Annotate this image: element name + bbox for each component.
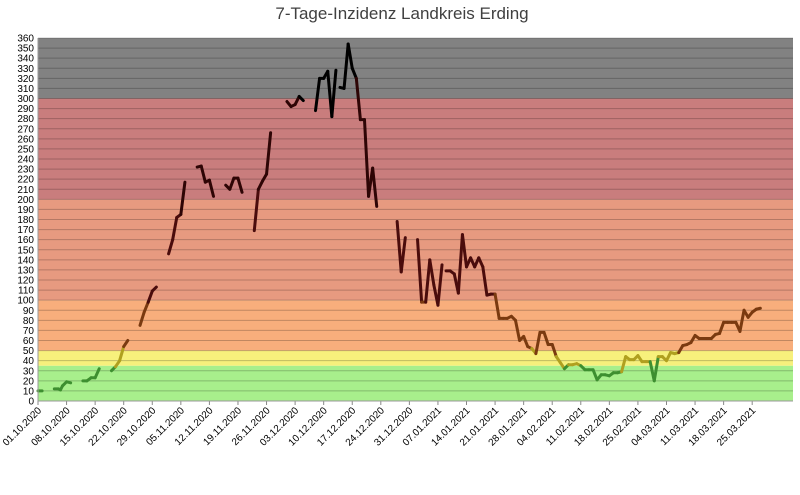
- y-tick-label: 210: [17, 185, 34, 196]
- series-segment: [424, 258, 432, 304]
- y-tick-label: 260: [17, 134, 34, 145]
- y-tick-label: 250: [17, 144, 34, 155]
- series-segment: [362, 118, 371, 198]
- y-tick-label: 300: [17, 94, 34, 105]
- series-segment: [179, 180, 187, 216]
- series-segment: [122, 339, 130, 349]
- y-tick-label: 90: [23, 306, 35, 317]
- y-axis-ticks: 0102030405060708090100110120130140150160…: [17, 34, 34, 408]
- y-tick-label: 290: [17, 104, 34, 115]
- series-segment: [754, 306, 762, 311]
- series-segment: [167, 238, 175, 256]
- series-segment: [171, 215, 179, 242]
- series-segment: [118, 345, 126, 363]
- y-tick-label: 150: [17, 245, 34, 256]
- series-segment: [207, 178, 215, 198]
- y-tick-label: 100: [17, 296, 34, 307]
- y-tick-label: 110: [18, 286, 34, 297]
- band-3: [38, 199, 793, 301]
- series-segment: [93, 367, 101, 380]
- y-tick-label: 360: [17, 34, 34, 45]
- series-segment: [477, 256, 485, 269]
- y-tick-label: 320: [17, 74, 34, 85]
- y-tick-label: 240: [17, 155, 34, 166]
- series-segment: [456, 233, 464, 295]
- series-segment: [146, 289, 154, 304]
- y-tick-label: 40: [23, 356, 35, 367]
- series-segment: [550, 343, 558, 359]
- series-segment: [342, 42, 350, 90]
- y-tick-label: 180: [17, 215, 34, 226]
- series-segment: [436, 263, 444, 307]
- y-tick-label: 160: [17, 235, 34, 246]
- series-segment: [150, 285, 158, 293]
- series-segment: [652, 355, 660, 383]
- series-segment: [395, 220, 403, 274]
- band-4: [38, 98, 793, 200]
- series-segment: [354, 76, 362, 122]
- y-tick-label: 340: [17, 54, 34, 65]
- series-segment: [542, 330, 550, 347]
- band-5: [38, 38, 793, 99]
- series-segment: [138, 310, 146, 327]
- y-tick-label: 170: [17, 225, 34, 236]
- series-segment: [481, 265, 489, 297]
- series-segment: [252, 187, 260, 233]
- y-tick-label: 120: [17, 276, 34, 287]
- y-tick-label: 280: [17, 114, 34, 125]
- x-axis-ticks: 01.10.202008.10.202015.10.202022.10.2020…: [1, 401, 759, 449]
- series-segment: [65, 380, 73, 385]
- y-tick-label: 200: [17, 195, 34, 206]
- series-segment: [738, 308, 746, 333]
- series-segment: [371, 166, 379, 208]
- y-tick-label: 30: [23, 366, 35, 377]
- series-segment: [346, 42, 354, 70]
- series-segment: [330, 68, 338, 119]
- chart-title: 7-Tage-Inzidenz Landkreis Erding: [275, 4, 528, 23]
- y-tick-label: 350: [17, 44, 34, 55]
- y-tick-label: 70: [23, 326, 35, 337]
- series-segment: [314, 76, 322, 113]
- series-segment: [142, 300, 150, 314]
- y-tick-label: 0: [28, 397, 34, 408]
- series-segment: [591, 368, 599, 382]
- incidence-series: [36, 42, 762, 393]
- y-tick-label: 330: [17, 64, 34, 75]
- series-segment: [428, 258, 436, 287]
- band-0: [38, 365, 793, 401]
- series-segment: [416, 238, 424, 304]
- series-segment: [297, 94, 305, 103]
- y-tick-label: 220: [17, 175, 34, 186]
- risk-bands: [38, 38, 793, 401]
- y-tick-label: 140: [17, 255, 34, 266]
- series-segment: [534, 330, 542, 356]
- y-tick-label: 20: [23, 376, 35, 387]
- y-tick-label: 10: [23, 386, 35, 397]
- y-tick-label: 50: [23, 346, 35, 357]
- y-tick-label: 60: [23, 336, 35, 347]
- band-2: [38, 300, 793, 351]
- y-tick-label: 190: [17, 205, 34, 216]
- series-segment: [513, 318, 522, 342]
- series-segment: [265, 131, 273, 176]
- band-1: [38, 350, 793, 366]
- series-segment: [199, 164, 207, 184]
- y-tick-label: 230: [17, 165, 34, 176]
- y-tick-label: 310: [17, 84, 34, 95]
- series-segment: [228, 176, 236, 191]
- series-segment: [256, 179, 264, 191]
- series-segment: [350, 66, 358, 80]
- series-segment: [620, 355, 628, 374]
- y-tick-label: 270: [17, 124, 34, 135]
- series-segment: [460, 233, 469, 269]
- series-segment: [493, 292, 501, 320]
- series-segment: [522, 334, 530, 349]
- y-tick-label: 80: [23, 316, 35, 327]
- series-segment: [718, 320, 726, 335]
- series-segment: [664, 351, 673, 363]
- y-tick-label: 130: [17, 265, 34, 276]
- series-segment: [236, 176, 244, 194]
- series-segment: [399, 236, 407, 274]
